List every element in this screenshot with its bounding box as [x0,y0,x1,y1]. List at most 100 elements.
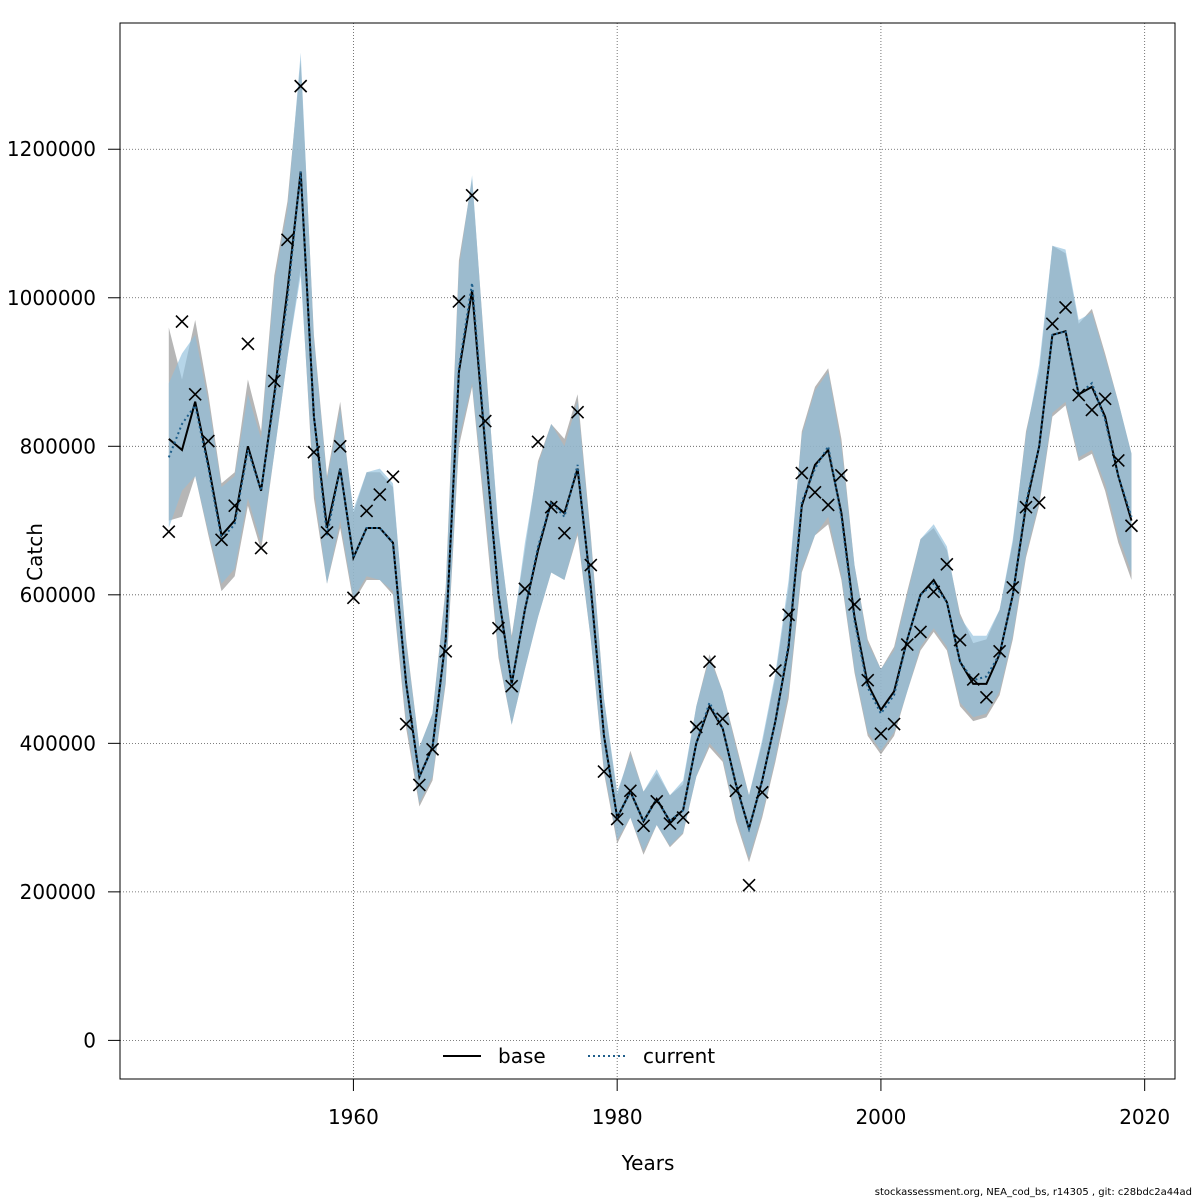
observed-point [966,672,980,687]
observed-point [610,812,624,826]
footer-credit: stockassessment.org, NEA_cod_bs, r14305 … [874,1187,1192,1198]
current-confidence-band [168,52,1132,859]
observed-point [584,558,598,572]
observed-point [782,608,796,622]
observed-point [676,811,690,825]
observed-point [280,233,295,247]
observed-point [201,434,215,448]
observed-point [465,188,479,202]
confidence-bands [168,52,1132,863]
observed-point [887,717,901,731]
observed-point [267,374,281,388]
observed-point [953,633,967,647]
observed-point [320,525,334,540]
observed-point [1045,317,1059,331]
observed-point [847,597,862,612]
observed-point [373,487,387,502]
observed-point [399,717,413,731]
observed-point [478,414,492,428]
observed-point [663,816,677,831]
observed-point [597,764,611,779]
observed-point [795,466,809,480]
observed-point [755,785,769,799]
observed-point [1032,496,1046,510]
observed-point [386,470,400,484]
current-series-line [167,171,1133,833]
series-lines [167,171,1133,833]
observed-point [1124,519,1139,533]
x-tick-label: 1960 [328,1105,379,1129]
observed-point [439,644,453,658]
observed-point [518,582,532,596]
observed-point [861,673,875,687]
observed-point [571,405,585,419]
observed-point [689,720,703,734]
observed-point [531,435,545,449]
observed-point [425,742,440,756]
observed-point [1058,300,1073,314]
x-axis-label: Years [621,1151,675,1175]
observed-point [294,79,308,93]
observed-point [636,819,651,833]
y-tick-label: 0 [83,1028,96,1052]
observed-point [241,337,255,351]
observed-point [452,294,466,309]
observed-point [716,712,730,726]
observed-point [346,591,360,605]
x-tick-label: 2000 [855,1105,906,1129]
base-series-line [168,171,1133,833]
observed-point [768,663,782,678]
observed-point [993,644,1007,658]
observed-point [1019,500,1033,514]
y-tick-label: 400000 [20,731,96,755]
observed-points [162,79,1139,892]
observed-point [808,485,822,499]
observed-point [821,498,835,512]
observed-point [900,638,914,652]
y-tick-label: 600000 [20,583,96,607]
y-tick-label: 200000 [20,880,96,904]
observed-point [927,585,941,599]
observed-point [333,439,347,453]
y-tick-label: 1200000 [7,137,96,161]
y-axis-label: Catch [23,523,47,581]
observed-point [913,625,928,639]
observed-point [557,526,571,540]
observed-point [702,655,717,669]
observed-point [214,533,229,547]
observed-point [729,784,743,798]
grid-lines [120,23,1175,1079]
observed-point [1006,580,1020,594]
observed-point [979,690,993,704]
observed-point [1085,403,1099,417]
observed-point [1111,453,1125,467]
observed-point [544,500,558,514]
legend-base-label: base [498,1044,546,1068]
x-tick-label: 1980 [592,1105,643,1129]
observed-point [1072,388,1086,402]
y-axis: 0 200000 400000 600000 800000 1000000 1200000 [7,137,121,1052]
observed-point [360,504,374,518]
observed-point [254,541,268,555]
observed-point [162,525,176,539]
observed-point [175,314,189,329]
observed-point [650,794,664,808]
x-axis: 1960 1980 2000 2020 [328,1078,1170,1129]
y-tick-label: 800000 [20,434,96,458]
observed-point [874,727,888,741]
observed-point [412,778,426,792]
observed-point [491,621,506,635]
legend: base current [443,1044,715,1068]
observed-point [834,468,848,482]
legend-current-label: current [643,1044,715,1068]
observed-point [742,878,756,892]
observed-point [228,499,242,513]
y-tick-label: 1000000 [7,286,96,310]
observed-point [307,445,321,459]
observed-point [623,784,637,798]
observed-point [188,387,202,401]
x-tick-label: 2020 [1119,1105,1170,1129]
observed-point [505,679,519,693]
observed-point [1098,392,1112,406]
